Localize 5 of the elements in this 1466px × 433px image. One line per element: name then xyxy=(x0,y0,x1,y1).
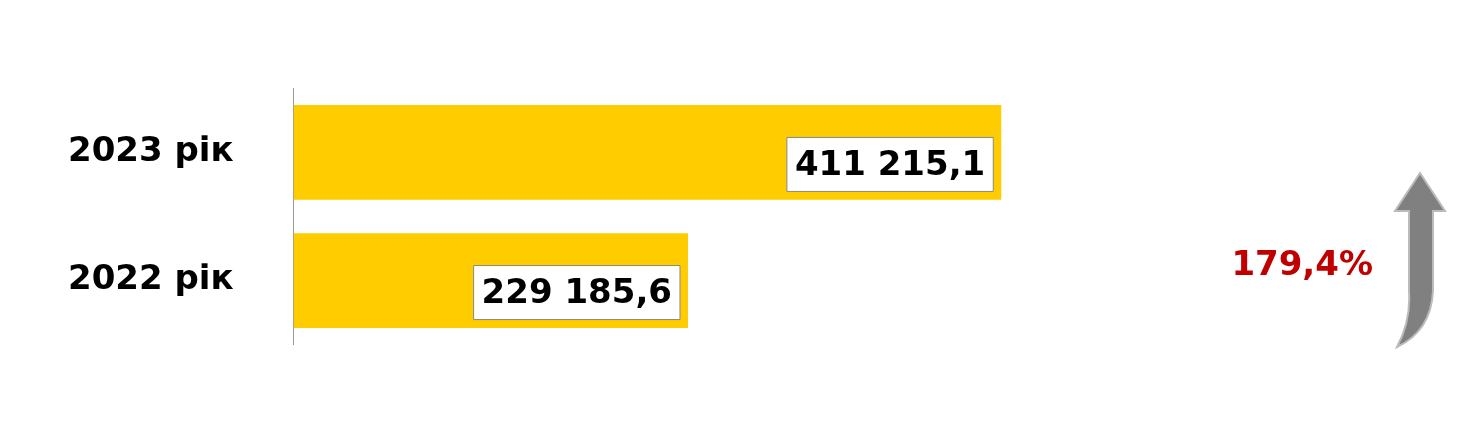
data-label: 411 215,1 xyxy=(794,143,986,184)
y-tick-label: 2023 рік xyxy=(67,129,234,170)
text: 179,4% xyxy=(1231,242,1373,283)
y-tick-label: 2022 рік xyxy=(67,257,234,298)
data-label: 229 185,6 xyxy=(481,271,672,312)
